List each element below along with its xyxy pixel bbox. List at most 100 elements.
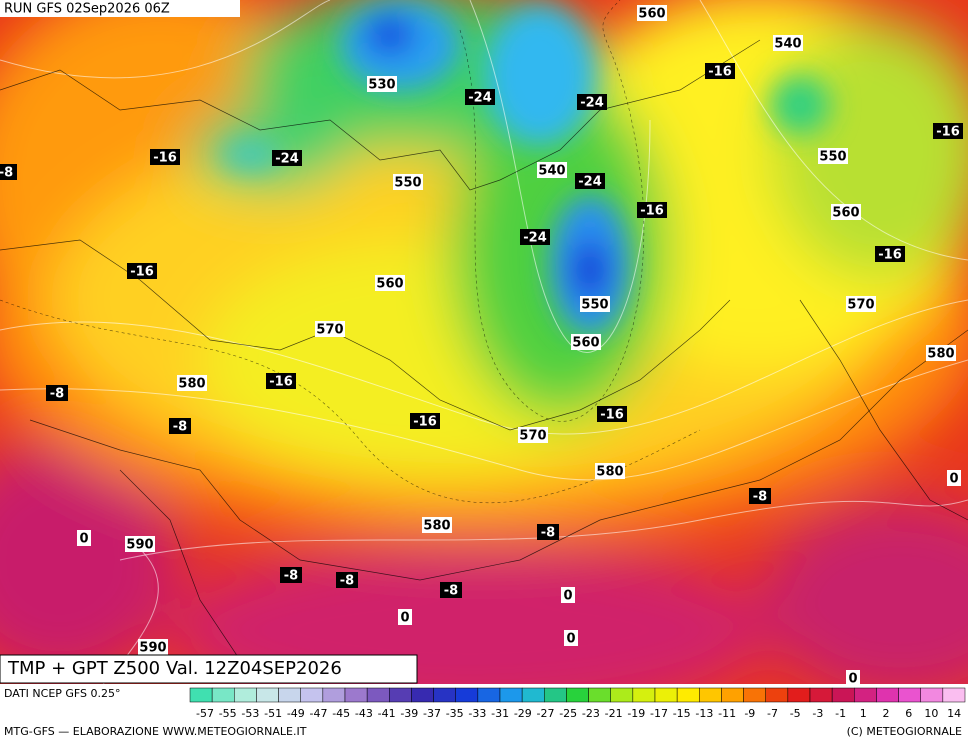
colorbar-swatch bbox=[389, 687, 412, 703]
temperature-label: -16 bbox=[413, 415, 437, 430]
source-label: DATI NCEP GFS 0.25° bbox=[4, 687, 121, 700]
temperature-label-box bbox=[637, 202, 667, 218]
colorbar-swatch bbox=[787, 687, 811, 703]
height-label: 0 bbox=[848, 672, 857, 687]
colorbar-label: -51 bbox=[264, 707, 282, 720]
temperature-label: -8 bbox=[753, 490, 767, 505]
height-label: 540 bbox=[538, 164, 565, 179]
height-label-box bbox=[315, 321, 345, 337]
temperature-label-box bbox=[875, 246, 905, 262]
colorbar-label: -33 bbox=[468, 707, 486, 720]
temperature-label-box bbox=[150, 149, 180, 165]
height-label: 0 bbox=[949, 472, 958, 487]
height-label-box bbox=[818, 148, 848, 164]
colorbar-label: -23 bbox=[582, 707, 600, 720]
height-label-box bbox=[571, 334, 601, 350]
height-label-box bbox=[138, 639, 168, 655]
colorbar-label: 14 bbox=[947, 707, 961, 720]
colorbar-label: -9 bbox=[744, 707, 755, 720]
colorbar-swatch bbox=[566, 687, 589, 703]
height-label-box bbox=[846, 296, 876, 312]
colorbar-label: -39 bbox=[400, 707, 418, 720]
temperature-label-box bbox=[169, 418, 191, 434]
colorbar-label: -53 bbox=[241, 707, 259, 720]
height-label-box bbox=[367, 76, 397, 92]
height-label: 560 bbox=[572, 336, 599, 351]
height-label: 580 bbox=[596, 465, 623, 480]
height-label-box bbox=[595, 463, 625, 479]
height-label: 570 bbox=[519, 429, 546, 444]
colorbar-label: -27 bbox=[537, 707, 555, 720]
colorbar-swatch bbox=[366, 687, 390, 703]
colorbar-label: -3 bbox=[812, 707, 823, 720]
colorbar-swatch bbox=[942, 687, 966, 703]
height-label-box bbox=[564, 630, 578, 646]
temperature-label: -24 bbox=[578, 175, 602, 190]
colorbar-swatch bbox=[499, 687, 523, 703]
height-label: 550 bbox=[819, 150, 846, 165]
colorbar-label: -57 bbox=[196, 707, 214, 720]
temperature-label-box bbox=[46, 385, 68, 401]
height-label-box bbox=[537, 162, 567, 178]
temperature-label-box bbox=[266, 373, 296, 389]
colorbar-swatch bbox=[588, 687, 611, 703]
colorbar-swatch bbox=[809, 687, 833, 703]
temperature-label-box bbox=[577, 94, 607, 110]
height-label-box bbox=[637, 5, 667, 21]
temperature-label-box bbox=[597, 406, 627, 422]
temperature-label: -16 bbox=[936, 125, 960, 140]
colorbar-swatch bbox=[654, 687, 678, 703]
temperature-label-box bbox=[127, 263, 157, 279]
colorbar-swatch bbox=[322, 687, 346, 703]
temperature-label-box bbox=[280, 567, 302, 583]
colorbar-label: 2 bbox=[883, 707, 890, 720]
height-label: 570 bbox=[847, 298, 874, 313]
height-label-box bbox=[561, 587, 575, 603]
map-title: TMP + GPT Z500 Val. 12Z04SEP2026 bbox=[7, 658, 342, 679]
temperature-label-box bbox=[575, 173, 605, 189]
colorbar-swatch bbox=[344, 687, 368, 703]
colorbar-swatch bbox=[721, 687, 744, 703]
height-label: 580 bbox=[927, 347, 954, 362]
colorbar: -57 -55 -53 -51 -49 -47 -45 -43 -41 -39 -37 -35 -33-… bbox=[189, 687, 966, 720]
temperature-label: -16 bbox=[269, 375, 293, 390]
temperature-label-box bbox=[749, 488, 771, 504]
height-label: 550 bbox=[394, 176, 421, 191]
credit-label: MTG-GFS — ELABORAZIONE WWW.METEOGIORNALE… bbox=[4, 725, 307, 738]
colorbar-swatch bbox=[256, 687, 279, 703]
colorbar-label: -17 bbox=[650, 707, 668, 720]
temperature-label: -24 bbox=[523, 231, 547, 246]
colorbar-label: -5 bbox=[790, 707, 801, 720]
colorbar-swatch bbox=[521, 687, 545, 703]
height-label-box bbox=[947, 470, 961, 486]
temperature-label: -24 bbox=[468, 91, 492, 106]
colorbar-swatch bbox=[211, 687, 235, 703]
temperature-label-box bbox=[272, 150, 302, 166]
title-box bbox=[0, 654, 418, 684]
temperature-label: -16 bbox=[600, 408, 624, 423]
colorbar-label: -35 bbox=[446, 707, 464, 720]
colorbar-label: -37 bbox=[423, 707, 441, 720]
temperature-label-box bbox=[705, 63, 735, 79]
colorbar-label: -45 bbox=[332, 707, 350, 720]
height-label: 540 bbox=[774, 37, 801, 52]
height-label-box bbox=[518, 427, 548, 443]
height-label: 560 bbox=[638, 7, 665, 22]
colorbar-swatch bbox=[854, 687, 877, 703]
colorbar-swatch bbox=[699, 687, 722, 703]
colorbar-swatch bbox=[300, 687, 324, 703]
colorbar-label: 6 bbox=[905, 707, 912, 720]
colorbar-swatch bbox=[411, 687, 434, 703]
colorbar-swatch bbox=[455, 687, 479, 703]
colorbar-swatch bbox=[632, 687, 656, 703]
colorbar-label: -49 bbox=[287, 707, 305, 720]
height-label-box bbox=[398, 609, 412, 625]
colorbar-label: -7 bbox=[767, 707, 778, 720]
height-label: 0 bbox=[79, 532, 88, 547]
height-label-box bbox=[926, 345, 956, 361]
temperature-label: -8 bbox=[444, 584, 458, 599]
copyright-label: (C) METEOGIORNALE bbox=[847, 725, 962, 738]
temperature-label: -24 bbox=[580, 96, 604, 111]
colorbar-label: -19 bbox=[627, 707, 645, 720]
colorbar-label: -29 bbox=[514, 707, 532, 720]
